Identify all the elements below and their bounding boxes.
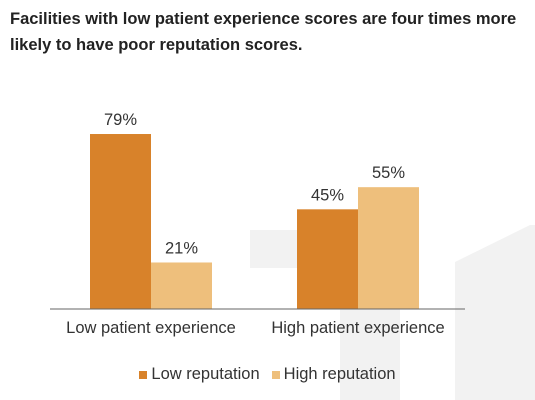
bar-high-patient-experience-high-reputation — [358, 187, 419, 309]
bars-group — [90, 134, 419, 309]
legend-item-high-reputation: High reputation — [271, 365, 396, 384]
legend-swatch-low-reputation — [139, 370, 148, 379]
chart-title: Facilities with low patient experience s… — [10, 10, 517, 54]
bar-low-patient-experience-high-reputation — [151, 262, 212, 309]
legend-swatch-high-reputation — [271, 370, 280, 379]
value-label-low-patient-experience-low-reputation: 79% — [104, 111, 137, 129]
category-label-low-patient-experience: Low patient experience — [66, 319, 236, 337]
bar-high-patient-experience-low-reputation — [297, 209, 358, 309]
value-label-high-patient-experience-low-reputation: 45% — [311, 186, 344, 204]
legend-item-low-reputation: Low reputation — [139, 365, 260, 384]
category-label-high-patient-experience: High patient experience — [271, 319, 444, 337]
watermark-shape-right — [455, 225, 535, 400]
value-label-low-patient-experience-high-reputation: 21% — [165, 239, 198, 257]
category-labels-group: Low patient experience High patient exper… — [66, 319, 445, 337]
legend-label-high-reputation: High reputation — [283, 365, 396, 383]
value-labels-group: 79% 45% 21% 55% — [104, 111, 405, 257]
value-label-high-patient-experience-high-reputation: 55% — [372, 164, 405, 182]
legend: Low reputation High reputation — [0, 365, 535, 384]
bar-low-patient-experience-low-reputation — [90, 134, 151, 309]
legend-label-low-reputation: Low reputation — [151, 365, 260, 383]
